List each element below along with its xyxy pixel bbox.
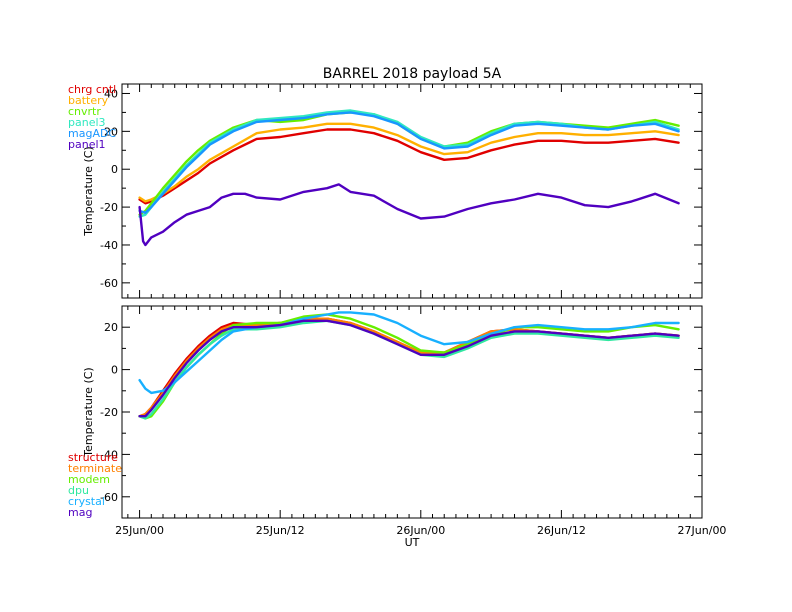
y-tick-label: -60 bbox=[100, 491, 118, 504]
series-line-panel1 bbox=[138, 183, 680, 247]
top-plot-frame bbox=[121, 83, 703, 299]
x-tick-label: 26Jun/00 bbox=[396, 524, 445, 537]
series-line-magadc bbox=[138, 111, 680, 215]
y-tick-label: 40 bbox=[104, 87, 118, 100]
x-tick-label: 26Jun/12 bbox=[537, 524, 586, 537]
series-line-battery bbox=[138, 122, 680, 203]
legend-entry: dpu bbox=[68, 484, 89, 497]
y-tick-label: 20 bbox=[104, 125, 118, 138]
y-tick-label: -40 bbox=[100, 448, 118, 461]
legend-entry: magADC bbox=[68, 127, 116, 140]
legend-entry: crystal bbox=[68, 495, 105, 508]
series-line-dpu bbox=[138, 319, 680, 420]
top-panel: Temperature (C) 40 20 0 -20 -40 -60 bbox=[82, 83, 703, 299]
y-tick-label: -40 bbox=[100, 239, 118, 252]
bottom-y-axis-label: Temperature (C) bbox=[82, 367, 95, 457]
legend-entry: panel1 bbox=[68, 138, 106, 151]
series-line-chrg-cntl bbox=[138, 128, 680, 205]
legend-entry: panel3 bbox=[68, 116, 106, 129]
x-axis-label: UT bbox=[405, 536, 420, 549]
legend-entry: structure bbox=[68, 451, 118, 464]
legend-entry: chrg cntl bbox=[68, 83, 116, 96]
x-tick-label: 27Jun/00 bbox=[678, 524, 727, 537]
chart-title: BARREL 2018 payload 5A bbox=[323, 66, 502, 82]
top-y-axis-label: Temperature (C) bbox=[82, 146, 95, 236]
series-line-mag bbox=[138, 319, 680, 418]
bottom-panel: Temperature (C) UT 20 0 -20 -40 -60 25Jun/00 2… bbox=[82, 305, 727, 549]
y-tick-label: -60 bbox=[100, 277, 118, 290]
legend-entry: modem bbox=[68, 473, 110, 486]
x-tick-label: 25Jun/00 bbox=[115, 524, 164, 537]
legend-entry: terminate bbox=[68, 462, 122, 475]
y-tick-label: 0 bbox=[111, 364, 118, 377]
y-tick-label: 20 bbox=[104, 321, 118, 334]
legend-entry: mag bbox=[68, 506, 92, 519]
series-line-crystal bbox=[138, 311, 680, 395]
y-tick-label: 0 bbox=[111, 163, 118, 176]
y-tick-label: -20 bbox=[100, 201, 118, 214]
legend-entry: cnvrtr bbox=[68, 105, 101, 118]
legend-entry: battery bbox=[68, 94, 109, 107]
x-tick-label: 25Jun/12 bbox=[256, 524, 305, 537]
y-tick-label: -20 bbox=[100, 406, 118, 419]
